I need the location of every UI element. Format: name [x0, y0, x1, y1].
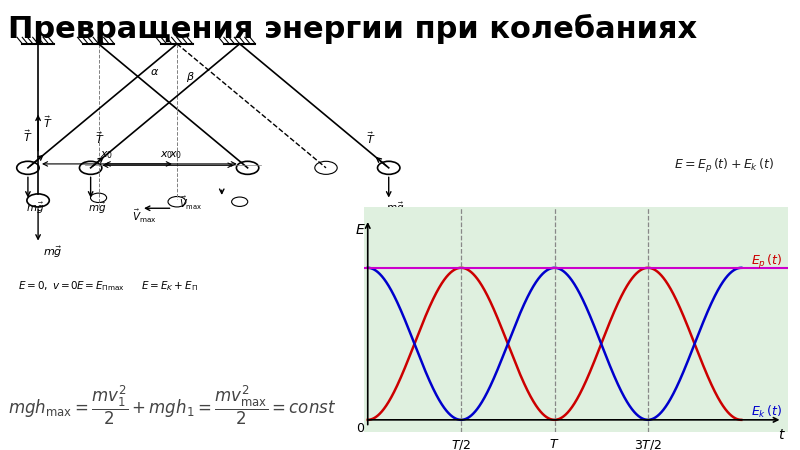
Text: $E=E_K+E_\Pi$: $E=E_K+E_\Pi$: [141, 279, 198, 293]
Text: $\vec{V}_{\mathrm{max}}$: $\vec{V}_{\mathrm{max}}$: [179, 195, 202, 212]
Text: $x_0$: $x_0$: [169, 149, 182, 161]
Text: $T/2$: $T/2$: [451, 438, 471, 450]
Text: $E_p\,(t)$: $E_p\,(t)$: [750, 253, 782, 271]
Text: $m\vec{g}$: $m\vec{g}$: [26, 201, 44, 216]
Text: $3T/2$: $3T/2$: [634, 438, 662, 450]
Text: $\vec{T}$: $\vec{T}$: [95, 130, 105, 146]
Text: $m\vec{g}$: $m\vec{g}$: [386, 201, 405, 216]
Text: $\vec{T}$: $\vec{T}$: [43, 114, 53, 130]
Text: $m\vec{g}$: $m\vec{g}$: [42, 245, 62, 261]
Text: $E=0,\;v=0$: $E=0,\;v=0$: [18, 279, 78, 292]
Text: $0$: $0$: [356, 423, 365, 436]
Text: $\vec{T}$: $\vec{T}$: [23, 128, 33, 144]
Text: $x_0$: $x_0$: [100, 149, 114, 161]
Text: $E = E_p\,(t) + E_k\,(t)$: $E = E_p\,(t) + E_k\,(t)$: [674, 158, 774, 176]
Text: $T$: $T$: [550, 438, 560, 450]
Text: $t$: $t$: [778, 428, 786, 442]
Text: Превращения энергии при колебаниях: Превращения энергии при колебаниях: [8, 14, 697, 44]
Text: $E$: $E$: [355, 223, 366, 237]
Text: $mgh_{\mathrm{max}} = \dfrac{mv_1^2}{2} + mgh_1 = \dfrac{mv_{\mathrm{max}}^2}{2}: $mgh_{\mathrm{max}} = \dfrac{mv_1^2}{2} …: [8, 383, 336, 427]
Text: $E_k\,(t)$: $E_k\,(t)$: [750, 404, 782, 420]
Text: $\beta$: $\beta$: [186, 70, 194, 84]
Text: $E=E_{\Pi\mathrm{max}}$: $E=E_{\Pi\mathrm{max}}$: [76, 279, 125, 293]
Text: $m\vec{g}$: $m\vec{g}$: [89, 201, 106, 216]
Text: $\vec{V}_{\mathrm{max}}$: $\vec{V}_{\mathrm{max}}$: [132, 208, 157, 225]
Text: $x_0$: $x_0$: [160, 149, 173, 161]
Text: $\alpha$: $\alpha$: [150, 67, 159, 77]
Text: $\vec{T}$: $\vec{T}$: [366, 130, 376, 146]
